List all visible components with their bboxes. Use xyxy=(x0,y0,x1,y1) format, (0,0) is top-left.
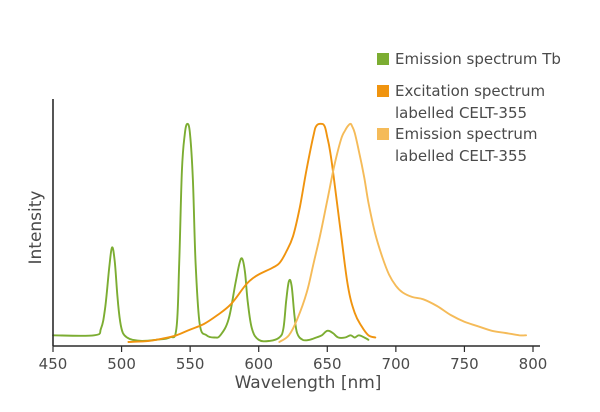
legend-swatch-1 xyxy=(377,53,389,65)
axes xyxy=(52,99,540,347)
series-line-2 xyxy=(127,122,377,343)
x-tick-label: 600 xyxy=(244,355,273,373)
x-tick-label: 700 xyxy=(382,355,411,373)
series-layer xyxy=(52,122,528,343)
legend-label-3: Emission spectrum xyxy=(395,125,538,143)
series-line-1 xyxy=(52,122,370,343)
x-tick-label: 650 xyxy=(313,355,342,373)
x-axis-title: Wavelength [nm] xyxy=(235,373,382,393)
legend: Emission spectrum Tb Excitation spectrum l… xyxy=(377,50,561,165)
legend-label-2: Excitation spectrum xyxy=(395,82,545,100)
x-tick-label: 500 xyxy=(107,355,136,373)
legend-swatch-3 xyxy=(377,128,389,140)
x-tick-label: 800 xyxy=(519,355,548,373)
x-ticks: 450 500 550 600 650 700 750 800 xyxy=(39,346,548,373)
x-tick-label: 550 xyxy=(176,355,205,373)
legend-label-3: labelled CELT-355 xyxy=(395,147,527,165)
y-axis-title: Intensity xyxy=(26,191,46,265)
series-line-3 xyxy=(278,122,528,343)
x-tick-label: 450 xyxy=(39,355,68,373)
legend-label-2: labelled CELT-355 xyxy=(395,104,527,122)
legend-label-1: Emission spectrum Tb xyxy=(395,50,561,68)
legend-swatch-2 xyxy=(377,85,389,97)
x-tick-label: 750 xyxy=(450,355,479,373)
